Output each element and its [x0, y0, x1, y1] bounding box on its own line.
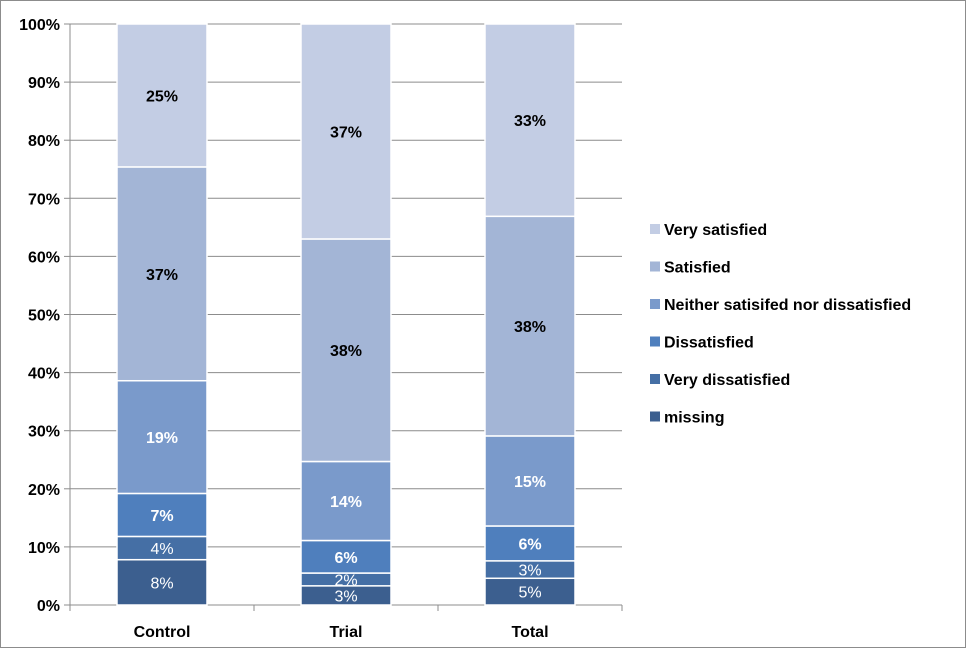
y-tick-label: 80%: [28, 133, 60, 150]
bar-segment: [484, 215, 576, 437]
data-label: 6%: [334, 550, 357, 567]
bar-segment: [116, 558, 208, 606]
data-label: 37%: [146, 267, 178, 284]
data-label: 8%: [150, 575, 173, 592]
legend-label: Satisfied: [664, 260, 731, 277]
x-category-label: Trial: [330, 624, 363, 641]
data-label: 2%: [334, 572, 357, 589]
legend-label: Very satisfied: [664, 222, 767, 239]
y-tick-label: 0%: [37, 598, 60, 615]
data-label: 5%: [518, 585, 541, 602]
data-label: 38%: [330, 343, 362, 360]
data-label: 3%: [518, 563, 541, 580]
bar-segment: [116, 166, 208, 382]
legend-swatch: [650, 224, 660, 234]
y-tick-label: 20%: [28, 482, 60, 499]
legend-label: Very dissatisfied: [664, 372, 790, 389]
y-tick-label: 70%: [28, 191, 60, 208]
data-label: 6%: [518, 536, 541, 553]
legend-swatch: [650, 261, 660, 272]
bar-segment: [116, 492, 208, 538]
bar-segment: [484, 23, 576, 218]
legend-label: Neither satisifed nor dissatisfied: [664, 297, 911, 314]
y-tick-label: 10%: [28, 540, 60, 557]
legend-swatch: [650, 411, 660, 422]
bar-segment: [116, 23, 208, 168]
y-tick-label: 60%: [28, 249, 60, 266]
data-label: 37%: [330, 124, 362, 141]
x-category-label: Control: [134, 624, 191, 641]
data-label: 3%: [334, 588, 357, 605]
legend-swatch: [650, 336, 660, 347]
legend-label: missing: [664, 410, 724, 427]
legend-label: Dissatisfied: [664, 335, 754, 352]
data-label: 7%: [150, 508, 173, 525]
data-label: 33%: [514, 113, 546, 130]
y-tick-label: 100%: [19, 17, 60, 34]
legend-swatch: [650, 299, 660, 309]
x-category-label: Total: [511, 624, 548, 641]
data-label: 19%: [146, 430, 178, 447]
data-label: 25%: [146, 88, 178, 105]
bar-segment: [484, 525, 576, 562]
y-tick-label: 40%: [28, 366, 60, 383]
legend-swatch: [650, 374, 660, 384]
data-label: 14%: [330, 494, 362, 511]
y-tick-label: 50%: [28, 308, 60, 325]
y-tick-label: 30%: [28, 424, 60, 441]
bar-segment: [300, 539, 392, 574]
data-label: 38%: [514, 319, 546, 336]
bar-segment: [116, 379, 208, 495]
data-label: 4%: [150, 541, 173, 558]
y-tick-label: 90%: [28, 75, 60, 92]
bar-segment: [300, 238, 392, 463]
bar-segment: [484, 435, 576, 527]
data-label: 15%: [514, 474, 546, 491]
bar-segment: [300, 23, 392, 240]
